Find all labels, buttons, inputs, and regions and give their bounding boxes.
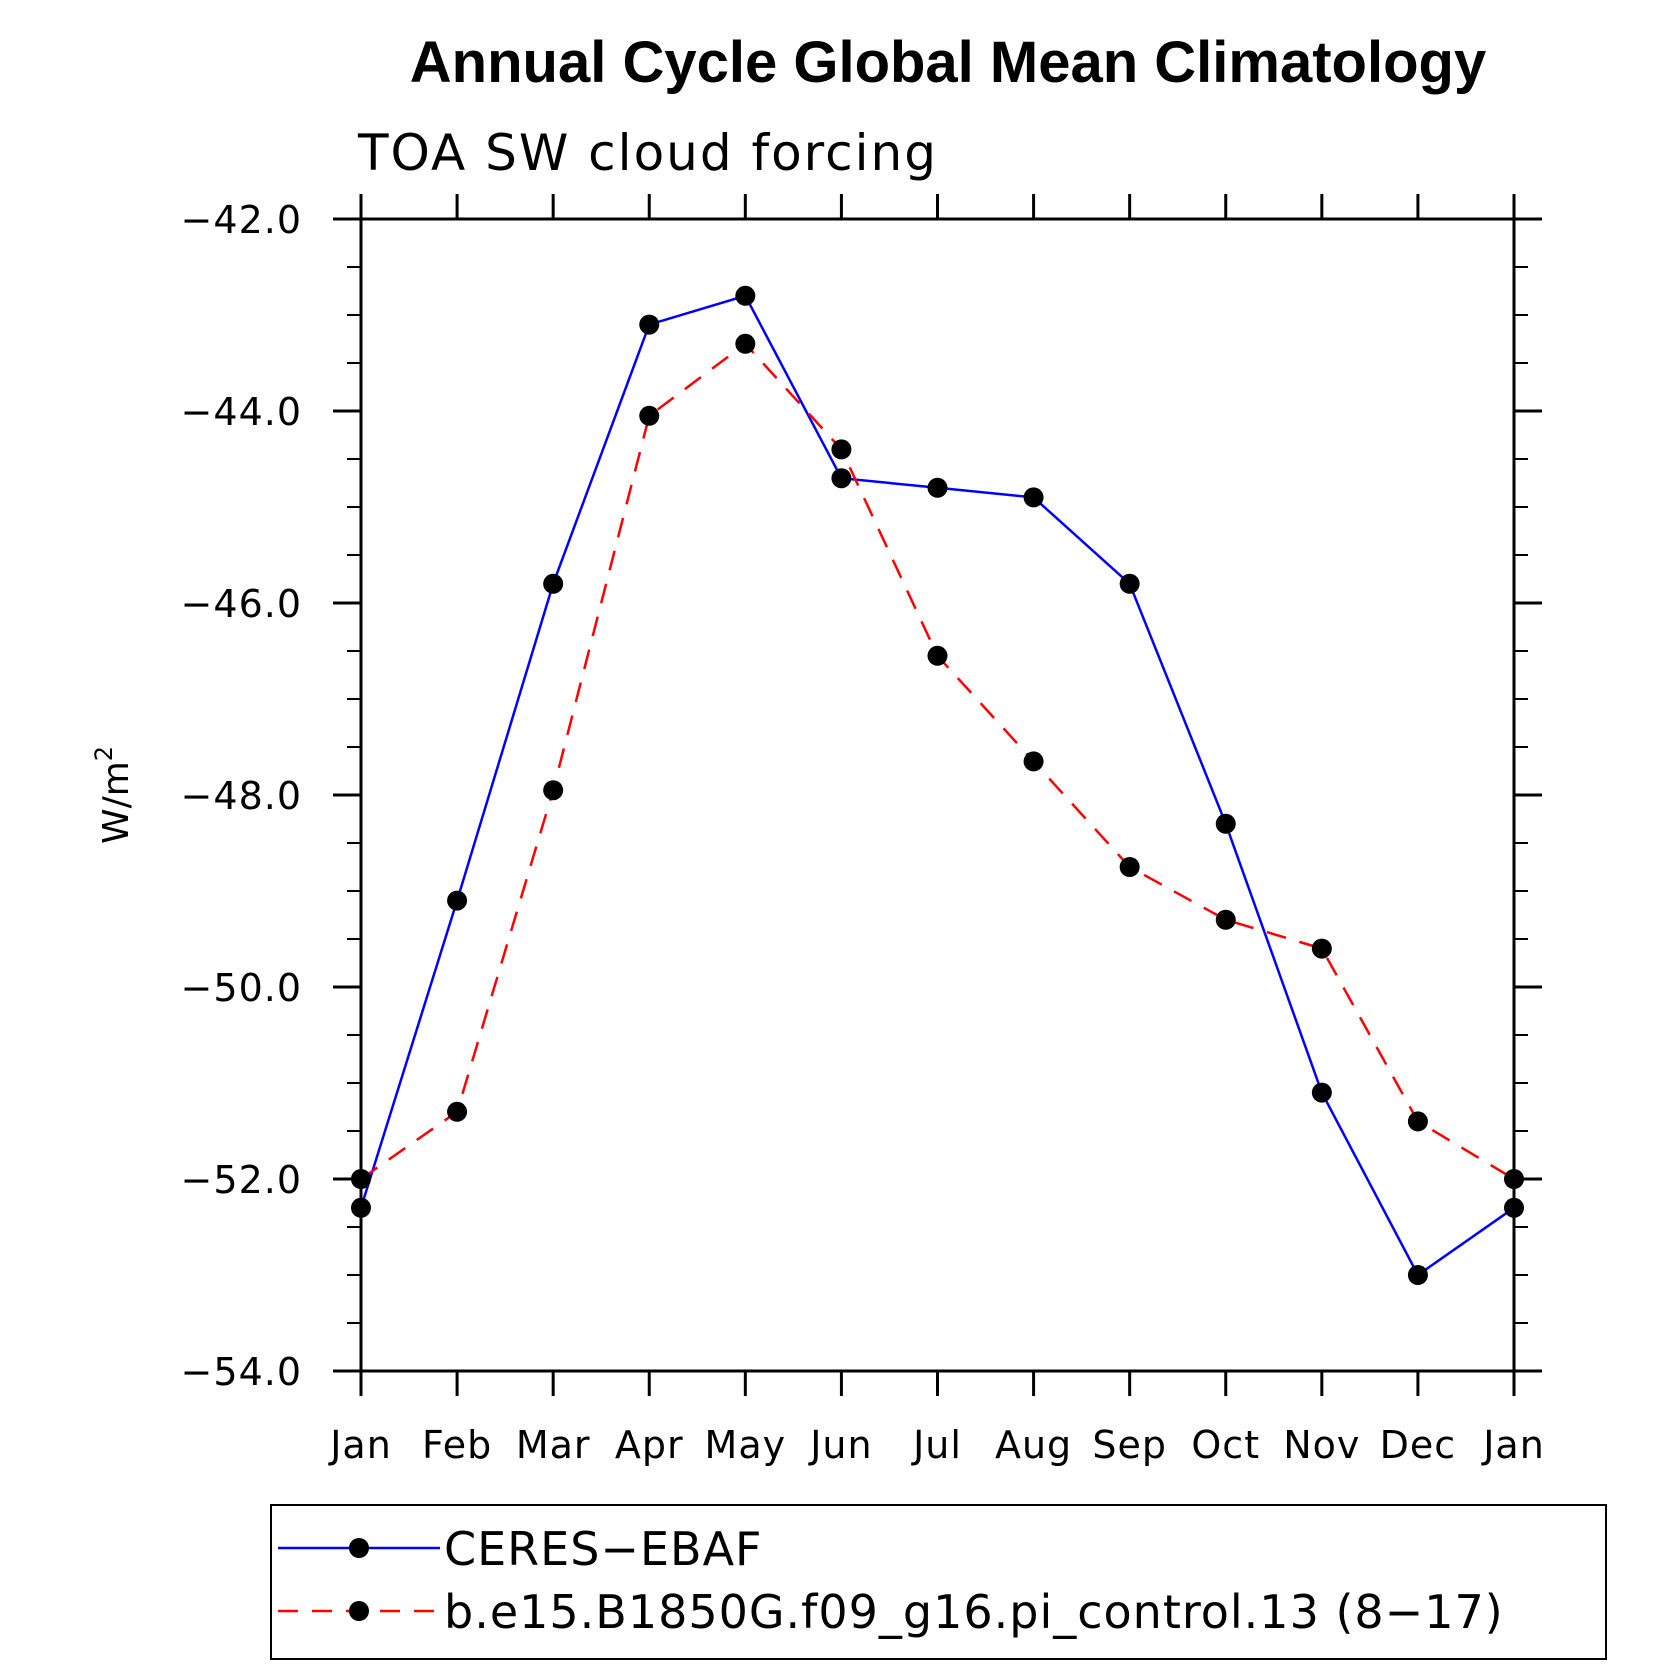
series-0-point: [1119, 573, 1140, 594]
series-1-point: [543, 780, 564, 801]
series-1-point: [1311, 938, 1332, 959]
y-tick-label: −54.0: [181, 1350, 302, 1394]
y-tick-label: −50.0: [181, 966, 302, 1010]
x-tick-label: Jun: [808, 1423, 872, 1467]
y-tick-label: −46.0: [181, 582, 302, 626]
x-tick-label: Jan: [1481, 1423, 1545, 1467]
series-1-point: [831, 439, 852, 460]
y-axis-ticks: −42.0 −44.0 −46.0 −48.0 −50.0 −52.0 −54.0: [181, 198, 1542, 1394]
legend-marker-ceres: [349, 1538, 369, 1558]
series-0-point: [927, 477, 948, 498]
x-tick-label: Nov: [1283, 1423, 1360, 1467]
y-tick-label: −44.0: [181, 390, 302, 434]
x-tick-label: Oct: [1191, 1423, 1260, 1467]
series-line-0: [359, 294, 1515, 1277]
series-1-point: [1215, 909, 1236, 930]
x-tick-label: Jul: [911, 1423, 962, 1467]
series-0-point: [1407, 1265, 1428, 1285]
series-1-point: [735, 333, 756, 354]
series-1-point: [447, 1101, 468, 1122]
legend-label-model: b.e15.B1850G.f09_g16.pi_control.13 (8−17…: [444, 1585, 1504, 1639]
series-1-point: [1504, 1169, 1524, 1189]
x-tick-label: Feb: [422, 1423, 492, 1467]
series-layer: [351, 285, 1524, 1285]
legend-marker-model: [349, 1601, 369, 1621]
series-0-point: [735, 285, 756, 306]
y-tick-label: −42.0: [181, 198, 302, 242]
y-tick-label: −52.0: [181, 1158, 302, 1202]
chart-title: Annual Cycle Global Mean Climatology: [410, 30, 1486, 95]
series-1-point: [639, 405, 660, 426]
series-0-point: [831, 468, 852, 489]
series-0-point: [543, 573, 564, 594]
chart-subtitle: TOA SW cloud forcing: [357, 124, 938, 182]
series-1-point: [1407, 1111, 1428, 1132]
x-tick-label: Sep: [1092, 1423, 1167, 1467]
y-tick-label: −48.0: [181, 774, 302, 818]
x-tick-label: May: [705, 1423, 787, 1467]
series-1-point: [1119, 857, 1140, 877]
series-line-1: [360, 342, 1515, 1181]
legend-label-ceres: CERES−EBAF: [444, 1522, 763, 1576]
series-0-point: [1215, 813, 1236, 834]
series-1-point: [1023, 751, 1044, 772]
series-0-point: [1504, 1197, 1524, 1218]
x-tick-label: Jan: [328, 1423, 392, 1467]
y-axis-label-superscript: 2: [90, 746, 118, 761]
series-1-point: [927, 645, 948, 666]
series-1-point: [351, 1169, 371, 1189]
x-axis-ticks: Jan Feb Mar Apr May Jun Jul Aug Sep Oct Nov Dec Jan: [328, 194, 1545, 1467]
plot-frame: [359, 217, 1516, 1373]
y-axis-label: W/m2: [90, 746, 137, 844]
x-tick-label: Aug: [995, 1423, 1072, 1467]
legend-box: [270, 1504, 1607, 1660]
series-0-point: [447, 890, 468, 911]
legend: CERES−EBAF b.e15.B1850G.f09_g16.pi_contr…: [270, 1504, 1607, 1660]
y-axis-label-text: W/m: [96, 761, 137, 844]
series-0-point: [351, 1197, 371, 1218]
x-tick-label: Dec: [1380, 1423, 1457, 1467]
series-0-point: [1023, 487, 1044, 508]
series-0-point: [639, 314, 660, 335]
x-tick-label: Mar: [516, 1423, 591, 1467]
svg-text:W/m2: W/m2: [90, 746, 137, 844]
x-tick-label: Apr: [615, 1423, 684, 1467]
series-0-point: [1311, 1082, 1332, 1103]
